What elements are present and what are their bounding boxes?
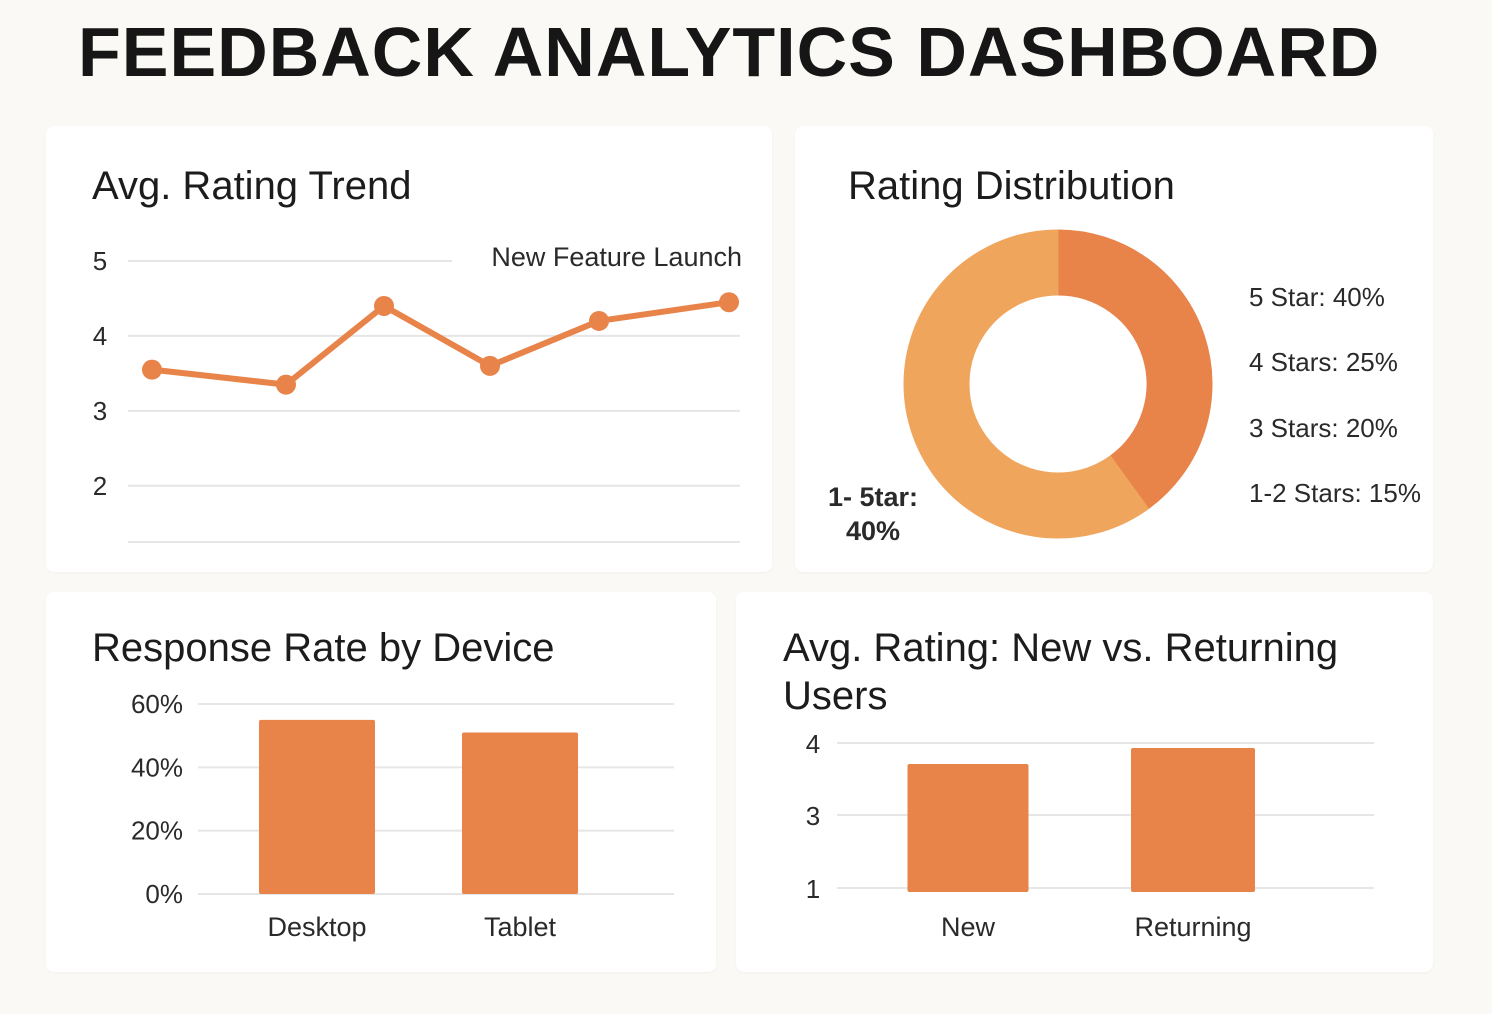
data-point bbox=[589, 310, 609, 331]
y-tick-label: 1 bbox=[806, 874, 820, 904]
x-tick-label: Desktop bbox=[267, 912, 366, 942]
annotation-label: New Feature Launch bbox=[491, 242, 742, 272]
rating-distribution-title: Rating Distribution bbox=[848, 164, 1175, 208]
data-point bbox=[142, 359, 162, 380]
series-line bbox=[149, 299, 732, 388]
legend-label: 4 Stars: 25% bbox=[1249, 347, 1398, 377]
y-tick-label: 4 bbox=[806, 729, 820, 759]
new-vs-returning-title-line1: Avg. Rating: New vs. Returning bbox=[783, 626, 1339, 670]
callout-value: 40% bbox=[846, 516, 900, 546]
donut-slice bbox=[1057, 229, 1213, 510]
new-vs-returning-chart: 4 3 1 New Returning bbox=[806, 729, 1374, 942]
rating-trend-title: Avg. Rating Trend bbox=[92, 164, 412, 208]
y-tick-label: 4 bbox=[93, 321, 107, 351]
data-point bbox=[719, 292, 739, 313]
legend-label: 3 Stars: 20% bbox=[1249, 413, 1398, 443]
callout-label: 1- 5tar: bbox=[828, 482, 918, 512]
rating-distribution-chart: 5 Star: 40% 4 Stars: 25% 3 Stars: 20% 1-2 S… bbox=[828, 229, 1421, 546]
response-rate-title: Response Rate by Device bbox=[92, 626, 555, 670]
donut-slice bbox=[932, 435, 1150, 539]
y-tick-label: 3 bbox=[806, 801, 820, 831]
bar bbox=[1131, 748, 1255, 892]
y-tick-label: 2 bbox=[93, 471, 107, 501]
new-vs-returning-card: Avg. Rating: New vs. Returning Users 4 3 1… bbox=[736, 592, 1433, 972]
legend-label: 5 Star: 40% bbox=[1249, 282, 1385, 312]
y-tick-label: 20% bbox=[131, 816, 183, 846]
bar bbox=[462, 732, 578, 894]
bar bbox=[259, 719, 375, 894]
data-point bbox=[480, 355, 500, 376]
x-tick-label: Returning bbox=[1134, 912, 1251, 942]
donut-slice bbox=[932, 229, 1059, 333]
data-point bbox=[374, 295, 394, 316]
y-tick-label: 0% bbox=[145, 879, 183, 909]
bar bbox=[907, 764, 1029, 892]
new-vs-returning-title: Avg. Rating: New vs. Returning Users bbox=[783, 624, 1338, 720]
y-tick-label: 3 bbox=[93, 396, 107, 426]
x-tick-label: Tablet bbox=[484, 912, 557, 942]
y-tick-label: 60% bbox=[131, 689, 183, 719]
response-rate-chart: 60% 40% 20% 0% Desktop Tablet bbox=[131, 689, 674, 942]
legend-label: 1-2 Stars: 15% bbox=[1249, 478, 1421, 508]
y-tick-label: 5 bbox=[93, 246, 107, 276]
y-tick-label: 40% bbox=[131, 752, 183, 782]
page-title: FEEDBACK ANALYTICS DASHBOARD bbox=[78, 13, 1381, 91]
response-rate-card: Response Rate by Device 60% 40% 20% 0% Deskt… bbox=[46, 592, 716, 972]
rating-trend-chart: 5 4 3 2 New Feature Launch bbox=[93, 242, 742, 543]
x-tick-label: New bbox=[941, 912, 996, 942]
rating-distribution-card: Rating Distribution 5 Star: 40% 4 Stars: … bbox=[795, 126, 1433, 572]
rating-trend-card: Avg. Rating Trend 5 4 3 2 New Feature Launch bbox=[46, 126, 772, 572]
data-point bbox=[276, 374, 296, 395]
new-vs-returning-title-line2: Users bbox=[783, 674, 888, 718]
